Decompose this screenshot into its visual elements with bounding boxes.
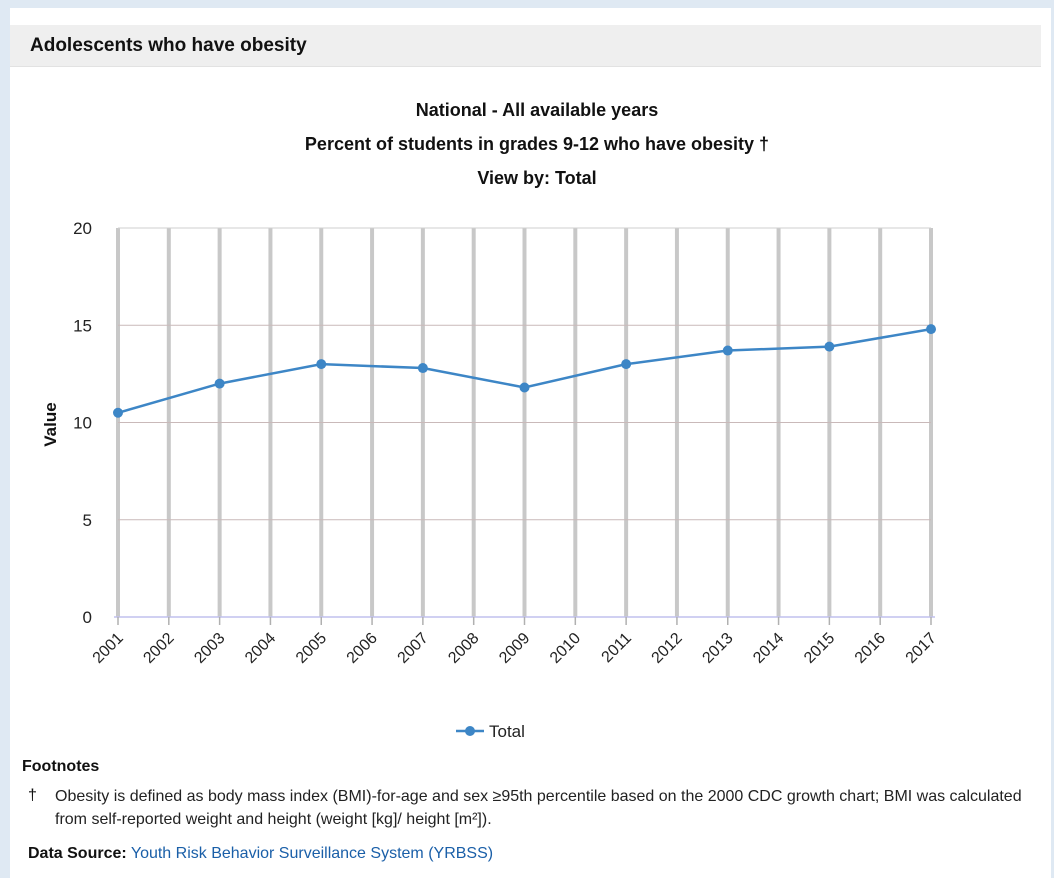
y-axis-title: Value — [41, 402, 60, 446]
x-tick-label: 2015 — [801, 630, 838, 667]
data-point[interactable] — [316, 359, 327, 370]
x-tick-label: 2001 — [90, 630, 127, 667]
chart-grid — [116, 227, 933, 618]
data-source: Data Source: Youth Risk Behavior Surveil… — [28, 845, 493, 863]
x-tick-label: 2011 — [599, 630, 635, 666]
data-source-label: Data Source: — [28, 845, 127, 862]
y-tick-label: 20 — [73, 219, 92, 238]
chart-view-by: View by: Total — [477, 168, 597, 188]
footnotes-heading: Footnotes — [22, 758, 100, 775]
legend-marker — [465, 726, 475, 736]
data-point[interactable] — [519, 382, 530, 393]
data-point[interactable] — [417, 363, 428, 374]
data-point[interactable] — [824, 341, 835, 352]
x-tick-label: 2009 — [496, 630, 533, 667]
x-tick-label: 2006 — [344, 630, 381, 667]
chart-title: National - All available years — [415, 100, 659, 120]
chart-subtitle: Percent of students in grades 9-12 who h… — [304, 134, 770, 154]
chart-legend[interactable]: Total — [456, 722, 525, 741]
data-point[interactable] — [113, 407, 123, 418]
x-tick-label: 2004 — [242, 630, 279, 667]
x-tick-label: 2003 — [191, 630, 228, 667]
x-tick-label: 2010 — [547, 630, 584, 667]
y-tick-label: 0 — [83, 608, 92, 627]
footnote-text: Obesity is defined as body mass index (B… — [55, 788, 1022, 828]
x-tick-label: 2013 — [699, 630, 736, 667]
x-tick-label: 2008 — [445, 630, 482, 667]
chart-series — [113, 324, 936, 418]
legend-label[interactable]: Total — [489, 722, 525, 741]
data-source-link[interactable]: Youth Risk Behavior Surveillance System … — [130, 845, 494, 862]
data-point[interactable] — [926, 324, 936, 335]
panel-title: Adolescents who have obesity — [30, 35, 307, 56]
data-point[interactable] — [621, 359, 632, 370]
panel-header: Adolescents who have obesity — [10, 25, 1041, 67]
x-tick-label: 2017 — [903, 630, 940, 667]
footnote-marker: † — [28, 787, 37, 804]
x-tick-label: 2005 — [293, 630, 330, 667]
data-point[interactable] — [214, 378, 225, 389]
y-tick-label: 5 — [83, 511, 92, 530]
y-tick-label: 15 — [73, 316, 92, 335]
data-point[interactable] — [722, 345, 733, 356]
y-axis: 0 5 10 15 20 Value — [41, 219, 92, 627]
x-axis: 2001 2002 2003 2004 2005 2006 2007 2008 2009 2010… — [90, 616, 940, 667]
y-tick-label: 10 — [73, 414, 92, 433]
x-tick-label: 2007 — [395, 630, 432, 667]
x-tick-label: 2012 — [649, 630, 686, 667]
x-tick-label: 2014 — [750, 630, 787, 667]
x-tick-label: 2016 — [852, 630, 889, 667]
x-tick-label: 2002 — [140, 630, 177, 667]
